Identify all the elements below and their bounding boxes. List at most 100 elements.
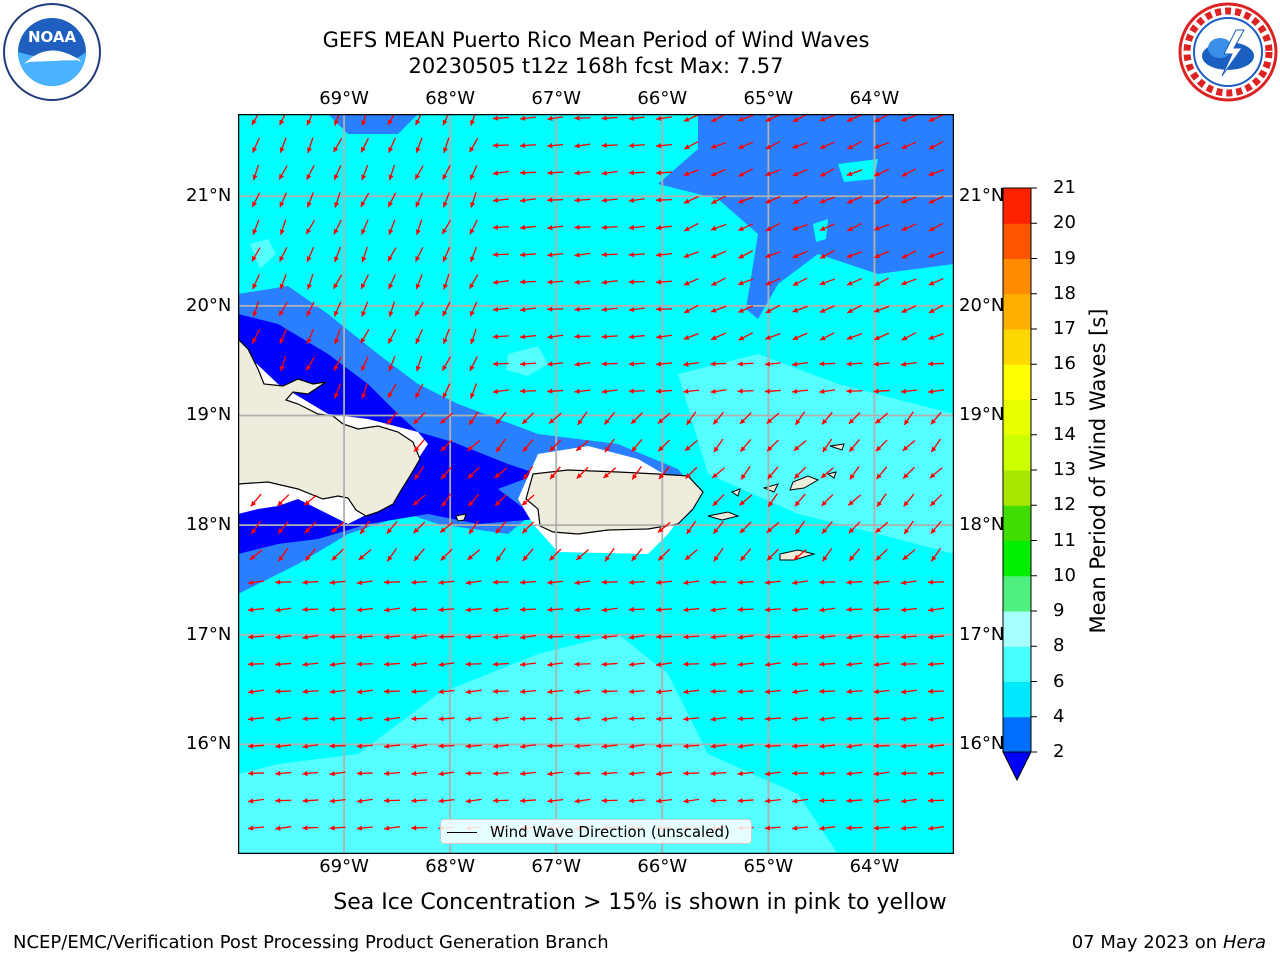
wind-arrow bbox=[821, 520, 833, 535]
wind-arrow bbox=[247, 798, 265, 804]
wind-arrow bbox=[928, 140, 944, 150]
lon-label-bottom: 65°W bbox=[743, 856, 794, 877]
wind-arrow bbox=[574, 743, 591, 749]
wind-arrow bbox=[848, 439, 861, 453]
lat-label-right: 17°N bbox=[959, 623, 1005, 645]
wind-arrow bbox=[468, 411, 479, 426]
wind-arrow bbox=[249, 549, 263, 561]
wind-arrow bbox=[737, 388, 754, 394]
wind-arrow bbox=[846, 333, 863, 340]
wind-arrow bbox=[764, 771, 781, 777]
wind-arrow bbox=[442, 165, 451, 181]
lon-label-top: 67°W bbox=[531, 88, 582, 109]
ocean-blue-north-strip bbox=[328, 114, 418, 134]
wind-arrow bbox=[415, 137, 423, 154]
wind-arrow bbox=[601, 716, 618, 722]
lat-label-left: 21°N bbox=[186, 185, 232, 207]
colorbar-tick-label: 8 bbox=[1053, 635, 1065, 657]
lat-label-right: 16°N bbox=[959, 733, 1005, 755]
wind-arrow bbox=[302, 661, 319, 667]
wind-arrow bbox=[710, 223, 727, 231]
wind-arrow bbox=[628, 197, 645, 203]
wind-arrow bbox=[494, 494, 507, 507]
wind-arrow bbox=[469, 274, 479, 290]
wind-arrow bbox=[711, 114, 726, 123]
wind-arrow bbox=[873, 579, 890, 585]
wind-arrow bbox=[519, 743, 537, 749]
wind-arrow bbox=[903, 520, 914, 535]
wind-arrow bbox=[874, 114, 889, 123]
wind-arrow bbox=[465, 634, 482, 640]
wind-arrow bbox=[739, 439, 752, 453]
wind-arrow bbox=[383, 770, 401, 777]
footer-date: 07 May 2023 on Hera bbox=[1072, 932, 1266, 953]
wind-arrow bbox=[492, 661, 509, 667]
gridlines bbox=[238, 114, 954, 854]
wind-arrow bbox=[438, 689, 455, 695]
wind-arrow bbox=[601, 661, 618, 667]
wind-arrow bbox=[333, 165, 342, 181]
wind-arrow bbox=[628, 634, 645, 640]
wind-arrow bbox=[927, 634, 945, 640]
wind-arrow bbox=[710, 332, 726, 341]
wind-arrow bbox=[277, 494, 290, 507]
wind-arrow bbox=[819, 305, 835, 313]
wind-arrow bbox=[849, 465, 860, 480]
wind-arrow bbox=[333, 356, 342, 372]
wind-arrow bbox=[846, 688, 863, 695]
wind-arrow bbox=[278, 114, 286, 126]
wind-arrow bbox=[766, 521, 780, 534]
wind-arrow bbox=[901, 114, 917, 122]
wind-arrow bbox=[900, 388, 917, 394]
wind-arrow bbox=[873, 634, 890, 640]
wind-arrow bbox=[847, 494, 861, 506]
wind-arrow bbox=[846, 770, 863, 777]
wind-arrow bbox=[383, 798, 401, 804]
wind-arrow bbox=[547, 225, 564, 231]
lat-label-left: 17°N bbox=[186, 623, 232, 645]
wind-arrow bbox=[383, 634, 401, 640]
wind-arrow bbox=[655, 579, 673, 585]
wind-arrow bbox=[519, 334, 537, 340]
wind-arrow bbox=[874, 195, 889, 205]
wind-arrow bbox=[655, 661, 673, 667]
wind-arrow bbox=[522, 465, 534, 480]
wind-arrow bbox=[575, 439, 589, 452]
wind-arrow bbox=[874, 168, 890, 177]
wind-arrow bbox=[279, 328, 288, 344]
wind-arrow bbox=[574, 661, 591, 667]
wind-arrow bbox=[247, 607, 265, 613]
wind-arrow bbox=[927, 361, 945, 367]
lat-label-left: 19°N bbox=[186, 404, 232, 426]
wind-arrow bbox=[415, 328, 424, 344]
wind-arrow bbox=[713, 438, 724, 453]
wind-arrow bbox=[601, 607, 618, 613]
wind-arrow bbox=[710, 579, 727, 585]
wind-arrow bbox=[279, 192, 288, 208]
wind-arrow bbox=[628, 334, 645, 340]
wind-arrow bbox=[306, 114, 313, 126]
wind-arrow bbox=[712, 494, 725, 507]
wind-arrow bbox=[574, 770, 591, 776]
wind-arrow bbox=[764, 607, 781, 613]
wind-arrow bbox=[574, 689, 591, 695]
wind-arrow bbox=[819, 388, 836, 394]
wind-arrow bbox=[683, 634, 700, 640]
wind-arrow bbox=[928, 333, 944, 340]
wind-arrow bbox=[383, 579, 401, 585]
lon-label-top: 66°W bbox=[637, 88, 688, 109]
wind-arrow bbox=[929, 494, 943, 507]
wind-arrow bbox=[439, 521, 453, 534]
wind-arrow bbox=[547, 743, 564, 749]
wind-arrow bbox=[414, 247, 424, 262]
wind-arrow bbox=[247, 743, 265, 749]
colorbar-tick-label: 12 bbox=[1053, 494, 1076, 516]
wind-arrow bbox=[628, 279, 645, 285]
wind-arrow bbox=[873, 689, 890, 695]
wind-arrow bbox=[278, 547, 289, 562]
wind-arrow bbox=[764, 825, 781, 831]
wind-arrow bbox=[438, 607, 455, 613]
wind-arrow bbox=[440, 548, 453, 561]
wind-arrow bbox=[767, 466, 779, 480]
wind-arrow bbox=[383, 825, 401, 831]
